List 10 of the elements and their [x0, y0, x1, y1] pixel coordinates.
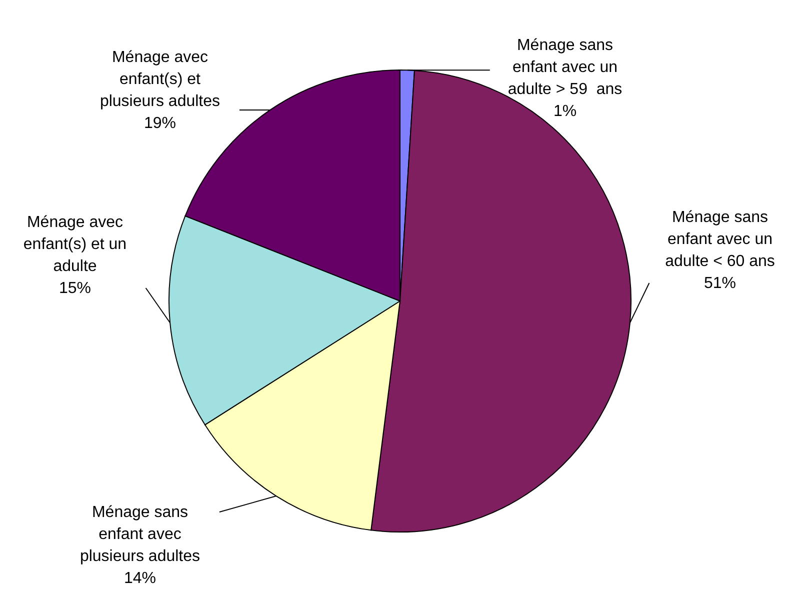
data-label: 19% [144, 115, 176, 132]
data-label: 51% [704, 275, 736, 292]
slice-label: Ménage avec enfant(s) et plusieurs adultes [100, 49, 220, 110]
data-label: 15% [58, 280, 92, 297]
data-label: 1% [553, 103, 577, 120]
slice-label: Ménage sans enfant avec un adulte < 60 ans [665, 209, 775, 270]
slice-label: Ménage sans enfant avec un adulte > 59 ans [508, 37, 622, 98]
slice-label: Ménage avec enfant(s) et un adulte [23, 214, 127, 275]
legend-label: Ménage sans enfant avec plusieurs adultes [80, 504, 200, 565]
data-label: 14% [124, 570, 156, 587]
